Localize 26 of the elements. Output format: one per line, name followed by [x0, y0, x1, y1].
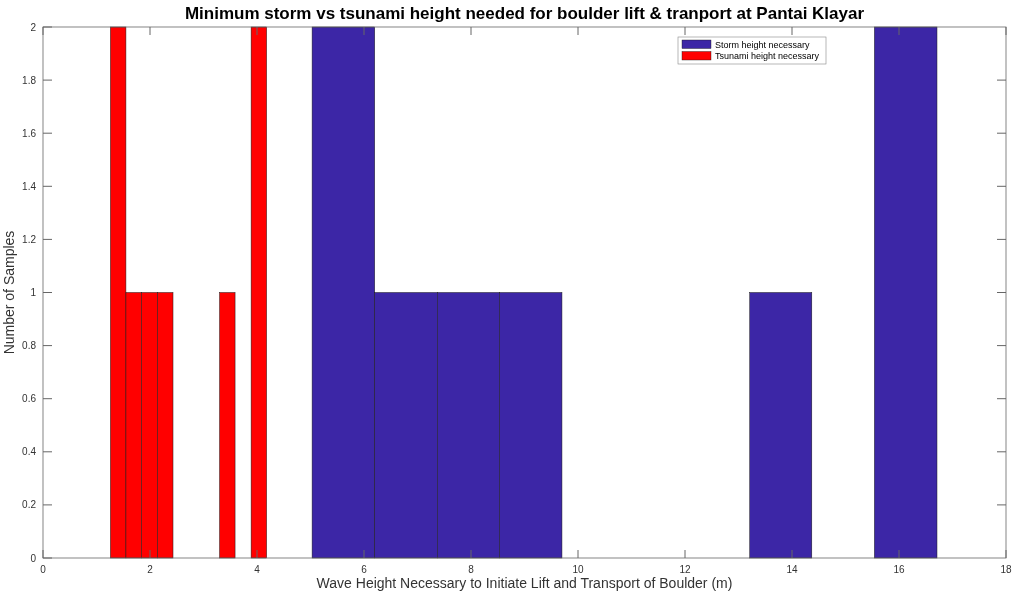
x-tick-label: 4 [254, 564, 261, 575]
y-tick-label: 1.8 [22, 74, 37, 86]
x-tick-label: 16 [893, 564, 905, 575]
legend-label: Storm height necessary [715, 39, 811, 50]
x-tick-label: 8 [468, 564, 475, 575]
x-tick-label: 0 [40, 564, 47, 575]
x-tick-label: 18 [1000, 564, 1012, 575]
x-tick-label: 6 [361, 564, 368, 575]
y-axis-title: Number of Samples [1, 230, 17, 355]
y-tick-label: 0.4 [22, 446, 37, 458]
y-tick-label: 2 [30, 21, 37, 33]
y-tick-label: 1 [30, 287, 37, 298]
x-tick-label: 2 [147, 564, 154, 575]
legend-label: Tsunami height necessary [715, 51, 820, 61]
x-axis-title: Wave Height Necessary to Initiate Lift and Transport of Boulder (m) [316, 575, 733, 591]
y-tick-label: 1.2 [22, 233, 37, 245]
y-tick-label: 1.6 [22, 127, 37, 139]
y-tick-label: 0.6 [22, 393, 37, 405]
y-tick-label: 0.2 [22, 499, 37, 511]
y-tick-label: 0.8 [22, 340, 37, 352]
y-tick-label: 0 [30, 552, 37, 564]
x-tick-label: 10 [572, 564, 584, 575]
x-tick-label: 14 [786, 564, 798, 575]
x-tick-label: 12 [679, 564, 691, 575]
y-tick-label: 1.4 [22, 180, 37, 192]
chart-title: Minimum storm vs tsunami height needed for boulder lift & tranport at Pantai Klayar [184, 4, 865, 23]
